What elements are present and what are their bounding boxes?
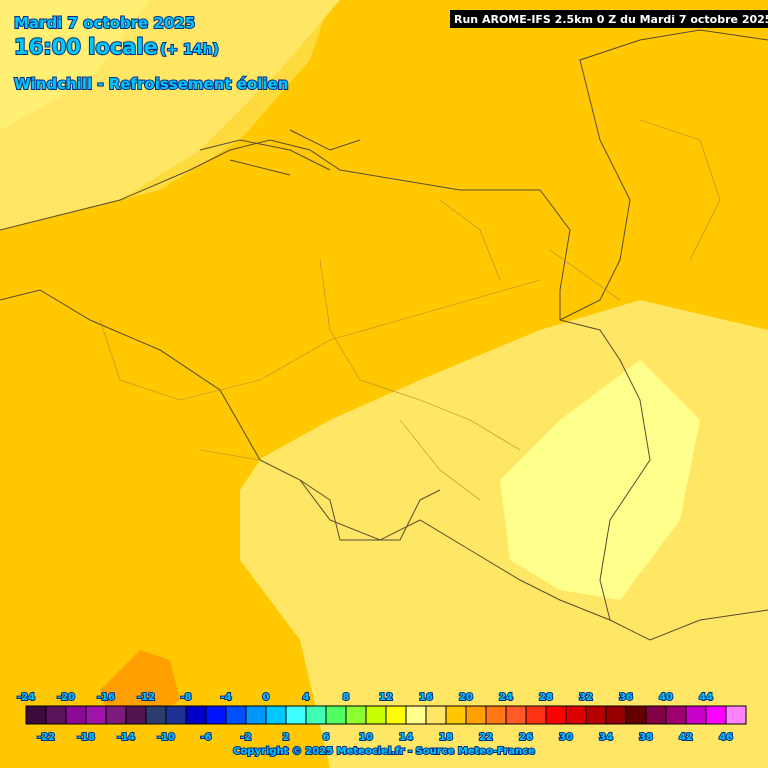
run-info: Run AROME-IFS 2.5km 0 Z du Mardi 7 octob… bbox=[454, 13, 768, 26]
legend-swatch bbox=[725, 705, 747, 725]
legend-swatch bbox=[285, 705, 307, 725]
legend-label: 26 bbox=[519, 732, 533, 743]
legend-swatch bbox=[405, 705, 427, 725]
legend-label: 44 bbox=[699, 692, 713, 703]
legend-swatch bbox=[685, 705, 707, 725]
legend-label: 10 bbox=[359, 732, 373, 743]
legend-swatch bbox=[585, 705, 607, 725]
legend-swatch bbox=[185, 705, 207, 725]
lightest-zone bbox=[500, 360, 700, 600]
legend-swatch bbox=[665, 705, 687, 725]
legend-swatch bbox=[45, 705, 67, 725]
warm-patch bbox=[100, 650, 180, 720]
coast-zone bbox=[0, 0, 330, 330]
legend-swatch bbox=[85, 705, 107, 725]
legend-label: 32 bbox=[579, 692, 593, 703]
run-box bbox=[450, 10, 768, 28]
legend-label: 2 bbox=[283, 732, 290, 743]
legend-label: 36 bbox=[619, 692, 633, 703]
legend-swatch bbox=[245, 705, 267, 725]
legend-label: -10 bbox=[157, 732, 175, 743]
legend-label: 38 bbox=[639, 732, 653, 743]
legend-swatch bbox=[525, 705, 547, 725]
legend-label: 8 bbox=[343, 692, 350, 703]
legend-label: 4 bbox=[303, 692, 310, 703]
legend-swatch bbox=[225, 705, 247, 725]
legend-swatch bbox=[365, 705, 387, 725]
legend-label: -6 bbox=[200, 732, 211, 743]
legend-swatch bbox=[445, 705, 467, 725]
legend-swatch bbox=[705, 705, 727, 725]
legend-label: -22 bbox=[37, 732, 55, 743]
legend-label: -16 bbox=[97, 692, 115, 703]
legend-swatch bbox=[565, 705, 587, 725]
legend-label: 22 bbox=[479, 732, 493, 743]
legend-label: 42 bbox=[679, 732, 693, 743]
legend-label: -18 bbox=[77, 732, 95, 743]
country-border bbox=[299, 479, 768, 641]
legend-label: -8 bbox=[180, 692, 191, 703]
legend-swatch bbox=[605, 705, 627, 725]
legend-label: 34 bbox=[599, 732, 613, 743]
legend-swatch bbox=[345, 705, 367, 725]
mid-zone bbox=[0, 280, 260, 520]
time: 16:00 locale bbox=[14, 35, 158, 59]
region-border bbox=[99, 119, 721, 501]
date: Mardi 7 octobre 2025 bbox=[14, 14, 195, 32]
legend-swatch bbox=[305, 705, 327, 725]
legend-label: 14 bbox=[399, 732, 413, 743]
legend-label: -24 bbox=[17, 692, 35, 703]
legend-label: 30 bbox=[559, 732, 573, 743]
legend-swatch bbox=[125, 705, 147, 725]
legend-label: 0 bbox=[263, 692, 270, 703]
legend-swatch bbox=[145, 705, 167, 725]
legend-label: 20 bbox=[459, 692, 473, 703]
lead-time: (+ 14h) bbox=[160, 42, 219, 58]
legend-label: -20 bbox=[57, 692, 75, 703]
legend-label: -14 bbox=[117, 732, 135, 743]
legend-swatch bbox=[645, 705, 667, 725]
legend-label: 6 bbox=[323, 732, 330, 743]
legend-swatch bbox=[325, 705, 347, 725]
legend-swatch bbox=[385, 705, 407, 725]
copyright: Copyright © 2025 Meteociel.fr - Source M… bbox=[233, 746, 535, 757]
legend-swatch bbox=[25, 705, 47, 725]
legend-label: -2 bbox=[240, 732, 251, 743]
legend-label: 18 bbox=[439, 732, 453, 743]
country-border bbox=[0, 139, 651, 621]
legend-label: -12 bbox=[137, 692, 155, 703]
legend-label: 40 bbox=[659, 692, 673, 703]
legend-swatch bbox=[625, 705, 647, 725]
legend-swatch bbox=[205, 705, 227, 725]
legend-label: 24 bbox=[499, 692, 513, 703]
legend-swatch bbox=[65, 705, 87, 725]
legend-label: 16 bbox=[419, 692, 433, 703]
legend-swatch bbox=[165, 705, 187, 725]
legend-label: -4 bbox=[220, 692, 231, 703]
legend-swatch bbox=[425, 705, 447, 725]
legend-swatch bbox=[545, 705, 567, 725]
legend-swatch bbox=[465, 705, 487, 725]
legend-label: 46 bbox=[719, 732, 733, 743]
parameter: Windchill - Refroissement éolien bbox=[14, 75, 288, 93]
country-border bbox=[559, 29, 768, 321]
legend-swatch bbox=[105, 705, 127, 725]
legend-swatch bbox=[265, 705, 287, 725]
legend-swatch bbox=[485, 705, 507, 725]
coastline bbox=[199, 129, 361, 176]
legend-label: 12 bbox=[379, 692, 393, 703]
legend-swatch bbox=[505, 705, 527, 725]
legend-label: 28 bbox=[539, 692, 553, 703]
